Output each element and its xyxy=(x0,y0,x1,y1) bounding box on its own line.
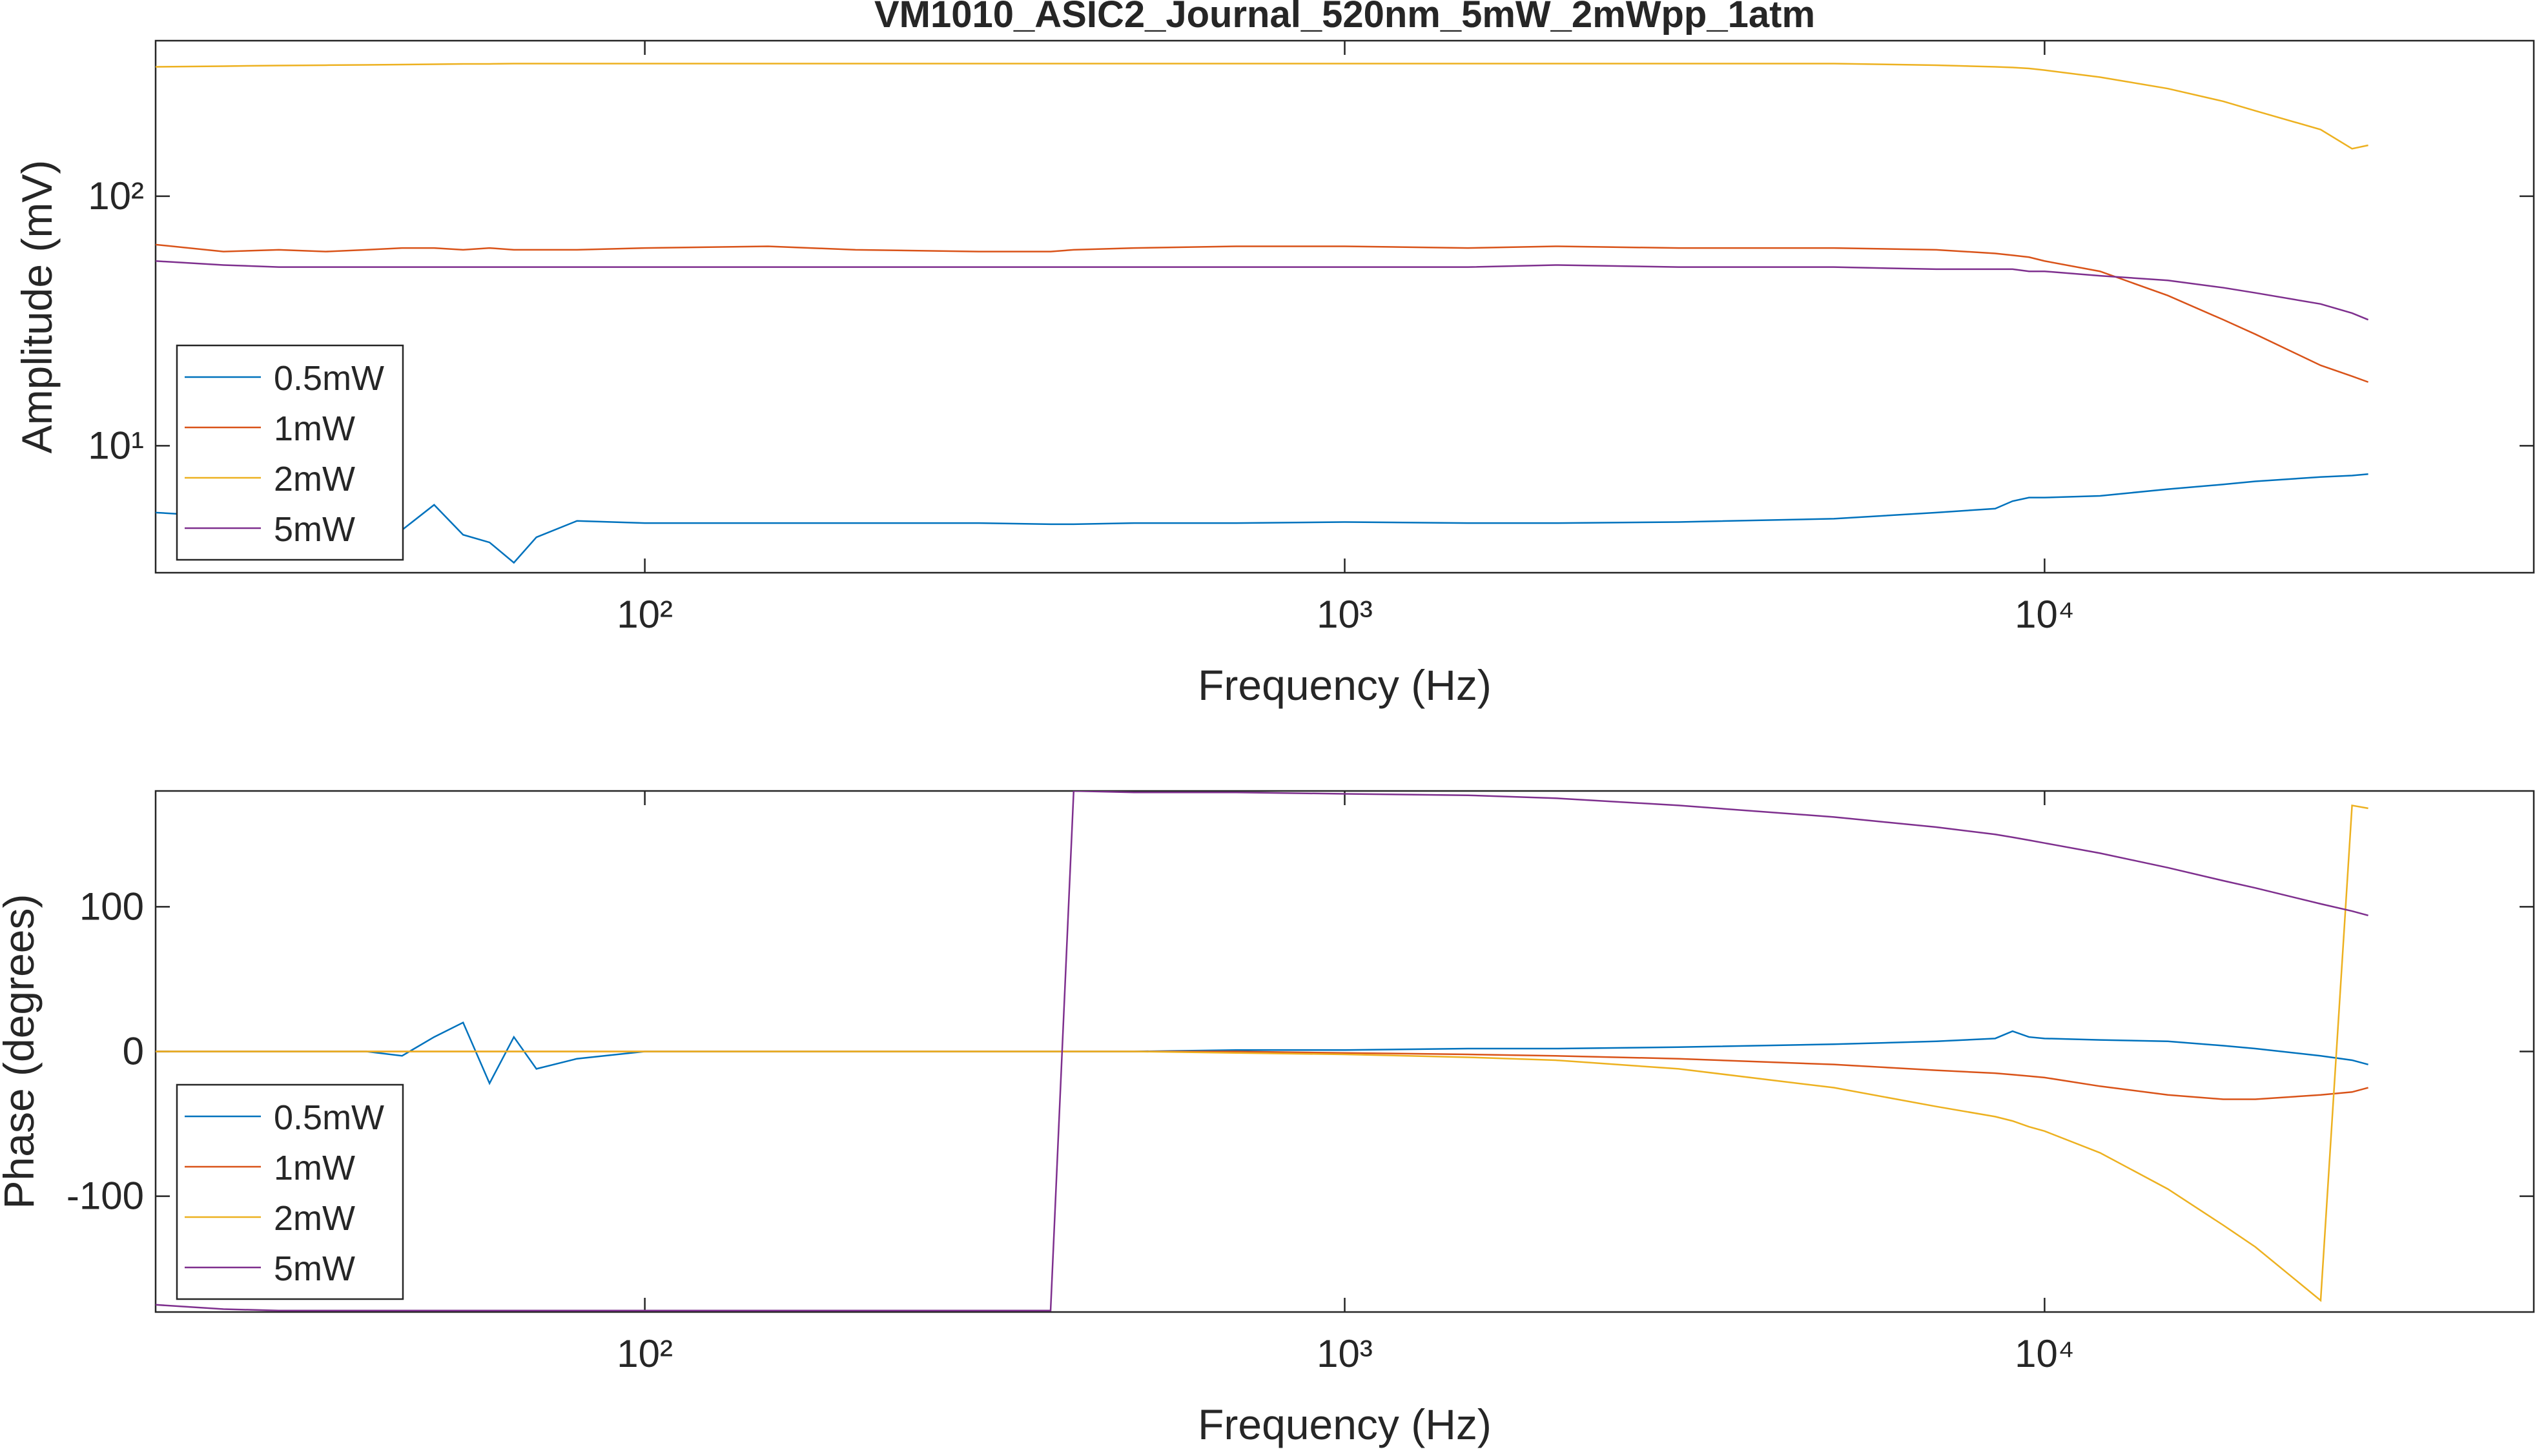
y-axis-label: Phase (degrees) xyxy=(0,894,43,1209)
y-tick-label: 100 xyxy=(79,885,144,928)
legend-label: 1mW xyxy=(274,1149,355,1187)
axes: VM1010_ASIC2_Journal_520nm_5mW_2mWpp_1at… xyxy=(13,0,2535,709)
plot-area xyxy=(154,39,2535,574)
x-tick-label: 10⁴ xyxy=(2015,593,2075,636)
x-axis-label: Frequency (Hz) xyxy=(1198,661,1492,709)
series-line xyxy=(156,63,2368,150)
x-tick-label: 10⁴ xyxy=(2015,1332,2075,1375)
legend-label: 0.5mW xyxy=(274,1098,384,1137)
series-line xyxy=(156,473,2368,564)
legend: 0.5mW 1mW 2mW 5mW xyxy=(176,344,404,561)
x-tick-label: 10³ xyxy=(1317,593,1373,636)
y-axis-label: Amplitude (mV) xyxy=(13,160,61,454)
series-line xyxy=(156,791,2368,1312)
series-line xyxy=(156,260,2369,321)
legend-label: 2mW xyxy=(274,460,355,498)
chart-title: VM1010_ASIC2_Journal_520nm_5mW_2mWpp_1at… xyxy=(874,0,1815,36)
legend-label: 5mW xyxy=(274,510,355,549)
y-tick-label: 10² xyxy=(88,174,144,218)
series-line xyxy=(156,243,2369,383)
x-tick-label: 10³ xyxy=(1317,1332,1373,1375)
legend-label: 5mW xyxy=(274,1249,355,1288)
y-tick-label: 10¹ xyxy=(88,424,144,467)
y-tick-label: 0 xyxy=(123,1030,144,1073)
x-axis-label: Frequency (Hz) xyxy=(1198,1400,1492,1448)
legend-label: 0.5mW xyxy=(274,359,384,398)
legend-label: 2mW xyxy=(274,1199,355,1238)
legend-label: 1mW xyxy=(274,409,355,448)
axes: 10² 10³ 10⁴ -100 0 100 Frequency (Hz) Phase (de… xyxy=(0,790,2535,1448)
legend-box xyxy=(176,344,404,561)
legend: 0.5mW 1mW 2mW 5mW xyxy=(176,1083,404,1300)
x-tick-label: 10² xyxy=(617,593,673,636)
x-tick-label: 10² xyxy=(617,1332,673,1375)
y-tick-label: -100 xyxy=(67,1174,144,1218)
series-line xyxy=(156,804,2368,1302)
legend-box xyxy=(176,1083,404,1300)
